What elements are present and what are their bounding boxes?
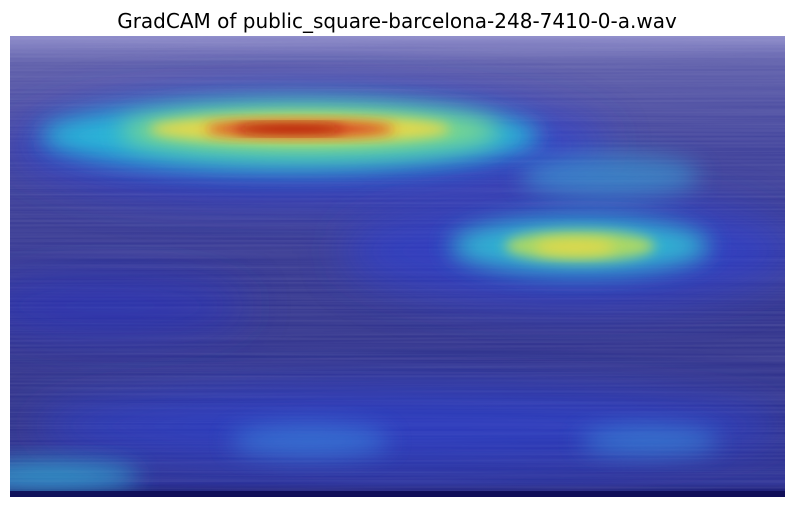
heatmap-svg [10, 36, 785, 497]
activation-region-bottom-left [10, 462, 140, 490]
activation-region-bottom-right [580, 427, 720, 455]
gradcam-heatmap [10, 36, 785, 497]
activation-region-upper-left [40, 100, 540, 172]
activation-region-right-middle [450, 218, 710, 274]
activation-region-bottom-middle [230, 425, 390, 457]
chart-title: GradCAM of public_square-barcelona-248-7… [117, 9, 677, 33]
spectrogram-bottom-edge [10, 491, 785, 497]
activation-region-right-upper [520, 154, 700, 198]
